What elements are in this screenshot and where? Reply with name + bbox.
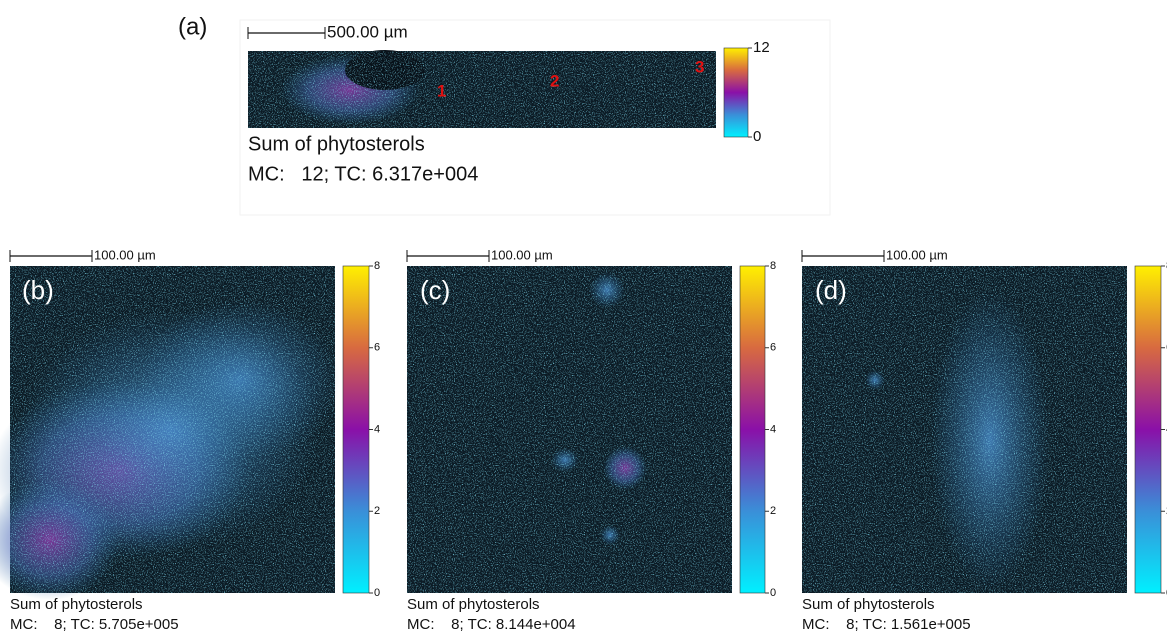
caption: Sum of phytosterols (248, 133, 425, 155)
colorbar (342, 265, 370, 594)
colorbar-tick-label: 8 (374, 260, 380, 272)
msi-noise (248, 51, 716, 128)
caption: MC: 8; TC: 5.705e+005 (10, 616, 179, 633)
msi-noise (10, 266, 335, 593)
colorbar-tick-label: 2 (374, 505, 380, 517)
caption: MC: 12; TC: 6.317e+004 (248, 163, 478, 185)
caption: Sum of phytosterols (802, 596, 935, 613)
colorbar-tick-label: 4 (374, 423, 380, 435)
region-marker: 2 (550, 71, 559, 90)
colorbar-tick-label: 0 (374, 587, 380, 599)
panel-label: (d) (815, 275, 847, 305)
colorbar (739, 265, 766, 594)
colorbar-tick-label: 6 (374, 342, 380, 354)
panel-label: (c) (420, 275, 450, 305)
msi-noise (802, 266, 1127, 593)
colorbar-tick-label: 8 (770, 260, 776, 272)
colorbar-tick-label: 12 (753, 39, 770, 56)
panel-label: (b) (22, 275, 54, 305)
scale-bar-label: 100.00 µm (491, 247, 553, 262)
colorbar-tick-label: 6 (770, 342, 776, 354)
caption: MC: 8; TC: 8.144e+004 (407, 616, 576, 633)
caption: Sum of phytosterols (10, 596, 143, 613)
colorbar-tick-label: 0 (753, 128, 761, 145)
colorbar-tick-label: 2 (770, 505, 776, 517)
panel-label: (a) (178, 13, 207, 40)
scale-bar-label: 500.00 µm (327, 22, 408, 41)
region-marker: 3 (695, 57, 704, 76)
colorbar-tick-label: 4 (770, 423, 776, 435)
caption: MC: 8; TC: 1.561e+005 (802, 616, 971, 633)
scale-bar-label: 100.00 µm (94, 247, 156, 262)
region-marker: 1 (437, 81, 446, 100)
colorbar-tick-label: 0 (770, 587, 776, 599)
colorbar (1134, 265, 1162, 594)
caption: Sum of phytosterols (407, 596, 540, 613)
colorbar (723, 47, 749, 138)
msi-noise (407, 266, 732, 593)
scale-bar-label: 100.00 µm (886, 247, 948, 262)
